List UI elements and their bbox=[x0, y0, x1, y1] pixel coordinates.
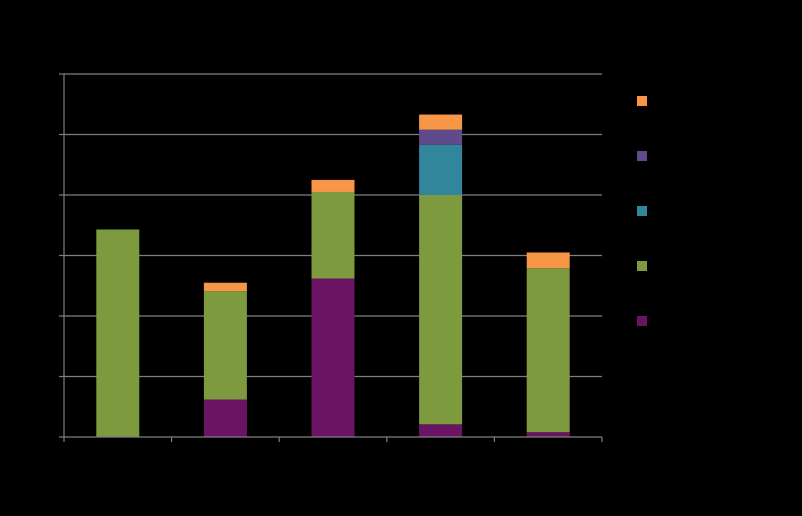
legend-swatch-4 bbox=[637, 316, 647, 326]
bars bbox=[96, 114, 570, 437]
bar-segment-4-4 bbox=[526, 252, 570, 269]
bar-segment-1-4 bbox=[203, 282, 247, 292]
bar-segment-2-0 bbox=[311, 278, 355, 437]
legend bbox=[637, 96, 647, 326]
bar-segment-3-1 bbox=[419, 195, 463, 425]
bar-segment-2-4 bbox=[311, 179, 355, 192]
legend-swatch-1 bbox=[637, 151, 647, 161]
legend-swatch-2 bbox=[637, 206, 647, 216]
bar-segment-3-3 bbox=[419, 129, 463, 145]
legend-swatch-0 bbox=[637, 96, 647, 106]
bar-segment-3-0 bbox=[419, 424, 463, 437]
bar-segment-3-2 bbox=[419, 144, 463, 195]
bar-segment-3-4 bbox=[419, 114, 463, 130]
bar-segment-4-1 bbox=[526, 268, 570, 433]
bar-segment-2-1 bbox=[311, 191, 355, 279]
bar-segment-1-1 bbox=[203, 291, 247, 400]
bar-segment-4-0 bbox=[526, 432, 570, 437]
bar-segment-1-0 bbox=[203, 399, 247, 437]
bar-segment-0-1 bbox=[96, 229, 140, 437]
legend-swatch-3 bbox=[637, 261, 647, 271]
axes bbox=[59, 73, 603, 442]
